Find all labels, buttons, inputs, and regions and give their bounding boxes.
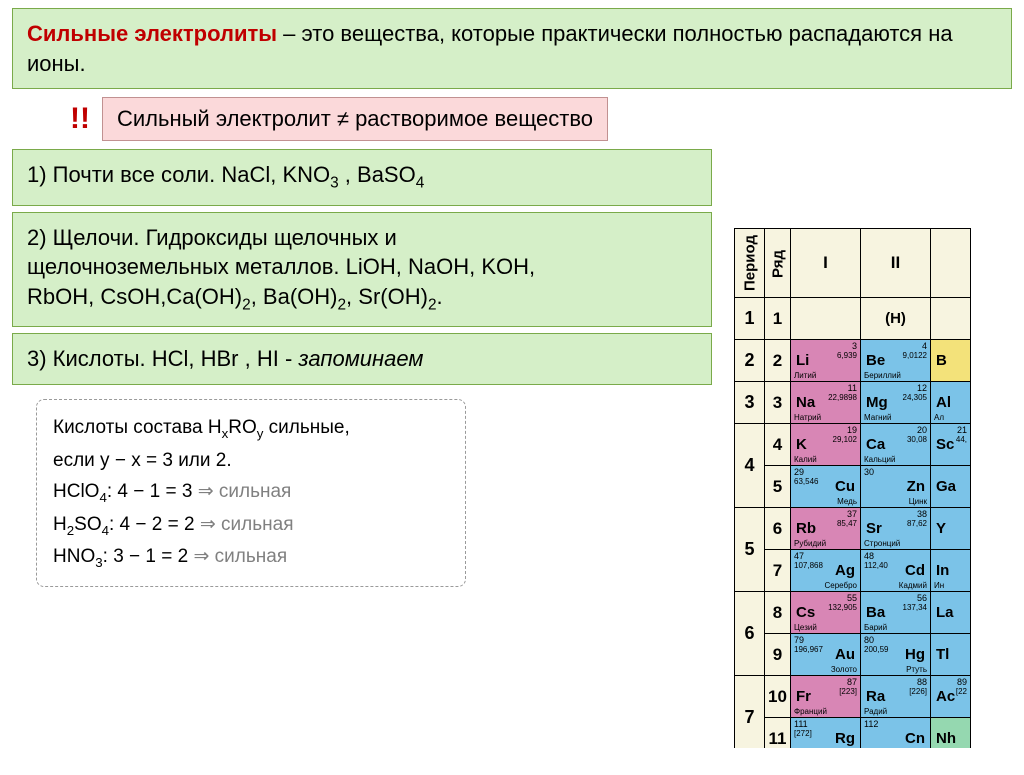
row-cell: 8 [765, 592, 791, 634]
element-cell: Au79196,967Золото [791, 634, 861, 676]
item-1-box: 1) Почти все соли. NaCl, KNO3 , BaSO4 [12, 149, 712, 205]
element-cell: Sr3887,62Стронций [861, 508, 931, 550]
element-cell: Li36,939Литий [791, 340, 861, 382]
period-cell: 2 [735, 340, 765, 382]
row-cell: 5 [765, 466, 791, 508]
element-cell: AlАл [931, 382, 971, 424]
row-cell: 4 [765, 424, 791, 466]
element-cell: InИн [931, 550, 971, 592]
definition-box: Сильные электролиты – это вещества, кото… [12, 8, 1012, 89]
header-group-3 [931, 229, 971, 298]
exclaim-icon: !! [70, 102, 90, 136]
element-cell: Cs55132,905Цезий [791, 592, 861, 634]
element-cell: Ga [931, 466, 971, 508]
row-cell: 7 [765, 550, 791, 592]
header-group-1: I [791, 229, 861, 298]
item-3-box: 3) Кислоты. HCl, HBr , HI - запоминаем [12, 333, 712, 385]
header-period: Период [735, 229, 765, 298]
element-cell: Zn30Цинк [861, 466, 931, 508]
acid-rule-box: Кислоты состава HxROy сильные, если y − … [36, 399, 466, 587]
row-cell: 1 [765, 298, 791, 340]
element-cell: Cu2963,546Медь [791, 466, 861, 508]
element-cell: Ag47107,868Серебро [791, 550, 861, 592]
period-cell: 6 [735, 592, 765, 676]
element-cell: Ac89[22 [931, 676, 971, 718]
element-cell: Cd48112,40Кадмий [861, 550, 931, 592]
rule-ex-3: HNO3: 3 − 1 = 2 ⇒ сильная [53, 541, 449, 574]
element-cell: Fr87[223]Франций [791, 676, 861, 718]
element-cell: Mg1224,305Магний [861, 382, 931, 424]
rule-line-2: если y − x = 3 или 2. [53, 445, 449, 476]
header-group-2: II [861, 229, 931, 298]
note-row: !! Сильный электролит ≠ растворимое веще… [70, 97, 1012, 141]
row-cell: 10 [765, 676, 791, 718]
element-cell: Cn112Коперниций [861, 718, 931, 749]
element-cell: K1929,102Калий [791, 424, 861, 466]
element-cell: La [931, 592, 971, 634]
element-cell: (H) [861, 298, 931, 340]
element-cell: Be49,0122Бериллий [861, 340, 931, 382]
period-cell: 1 [735, 298, 765, 340]
row-cell: 2 [765, 340, 791, 382]
element-cell: Tl [931, 634, 971, 676]
element-cell: Ca2030,08Кальций [861, 424, 931, 466]
element-cell [791, 298, 861, 340]
element-cell [931, 298, 971, 340]
definition-term: Сильные электролиты [27, 21, 277, 46]
period-cell: 5 [735, 508, 765, 592]
element-cell: Rb3785,47Рубидий [791, 508, 861, 550]
periodic-table: Период Ряд I II 11(H)22Li36,939ЛитийBe49… [734, 228, 1024, 748]
element-cell: Y [931, 508, 971, 550]
rule-ex-2: H2SO4: 4 − 2 = 2 ⇒ сильная [53, 509, 449, 542]
item-2-box: 2) Щелочи. Гидроксиды щелочных и щелочно… [12, 212, 712, 328]
note-box: Сильный электролит ≠ растворимое веществ… [102, 97, 608, 141]
period-cell: 4 [735, 424, 765, 508]
element-cell: B [931, 340, 971, 382]
row-cell: 9 [765, 634, 791, 676]
element-cell: Nh [931, 718, 971, 749]
element-cell: Ba56137,34Барий [861, 592, 931, 634]
rule-ex-1: HClO4: 4 − 1 = 3 ⇒ сильная [53, 476, 449, 509]
row-cell: 3 [765, 382, 791, 424]
header-row: Ряд [765, 229, 791, 298]
period-cell: 7 [735, 676, 765, 749]
element-cell: Na1122,9898Натрий [791, 382, 861, 424]
element-cell: Hg80200,59Ртуть [861, 634, 931, 676]
period-cell: 3 [735, 382, 765, 424]
element-cell: Sc2144, [931, 424, 971, 466]
row-cell: 6 [765, 508, 791, 550]
row-cell: 11 [765, 718, 791, 749]
rule-line-1: Кислоты состава HxROy сильные, [53, 412, 449, 445]
element-cell: Ra88[226]Радий [861, 676, 931, 718]
element-cell: Rg111[272]Рентгений [791, 718, 861, 749]
